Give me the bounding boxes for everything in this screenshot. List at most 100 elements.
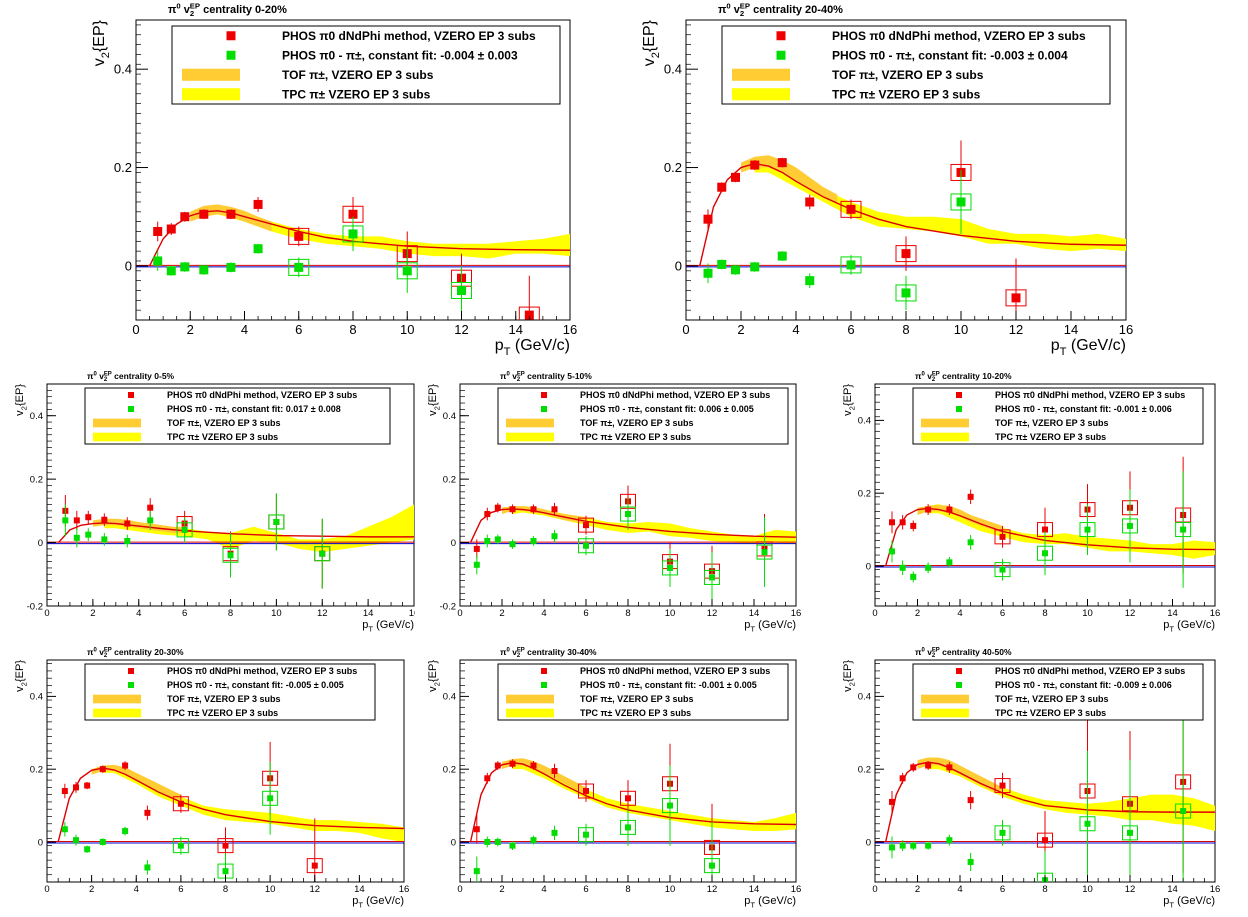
phos-point bbox=[147, 504, 154, 511]
legend-label: TOF π±, VZERO EP 3 subs bbox=[282, 68, 434, 82]
y-tick-label: 0.4 bbox=[30, 411, 43, 422]
legend-phos-marker bbox=[541, 392, 547, 398]
diff-point bbox=[750, 262, 760, 272]
phos-point bbox=[85, 514, 92, 521]
y-tick-label: 0.2 bbox=[443, 474, 456, 485]
phos-point bbox=[294, 231, 304, 241]
tpc-band bbox=[203, 205, 570, 259]
tpc-band bbox=[754, 160, 1126, 252]
legend-label: PHOS π0 dNdPhi method, VZERO EP 3 subs bbox=[995, 390, 1185, 400]
chart-title: π0 v2EP centrality 10-20% bbox=[915, 371, 1012, 383]
diff-point bbox=[199, 265, 209, 275]
phos-point bbox=[122, 762, 129, 769]
x-tick-label: 14 bbox=[509, 322, 523, 337]
diff-point bbox=[101, 536, 108, 543]
x-tick-label: 12 bbox=[707, 608, 718, 619]
y-tick-label: 0.4 bbox=[443, 692, 456, 703]
x-tick-label: 10 bbox=[665, 608, 676, 619]
phos-point bbox=[625, 795, 631, 802]
chart-panel: 0 2 4 6 8 10 12 14 16 0 0.2 0.4 pT (GeV/c) v2{EP} π0 v… bbox=[14, 647, 409, 909]
fit-curve bbox=[699, 162, 1126, 267]
diff-point bbox=[667, 564, 673, 571]
phos-point bbox=[583, 522, 589, 529]
legend-label: PHOS π0 dNdPhi method, VZERO EP 3 subs bbox=[167, 666, 357, 676]
phos-point bbox=[925, 762, 932, 769]
y-tick-label: 0.2 bbox=[114, 160, 132, 175]
phos-point bbox=[253, 199, 263, 209]
x-tick-label: 16 bbox=[791, 608, 802, 619]
diff-point bbox=[709, 862, 715, 869]
x-axis-label: pT (GeV/c) bbox=[744, 895, 796, 909]
phos-point bbox=[1011, 293, 1021, 303]
x-tick-label: 0 bbox=[457, 884, 462, 895]
phos-point bbox=[509, 760, 516, 767]
y-tick-label: 0.2 bbox=[664, 160, 682, 175]
diff-point bbox=[910, 842, 917, 849]
x-tick-label: 16 bbox=[1210, 608, 1221, 619]
legend-tof-swatch bbox=[732, 68, 790, 81]
x-tick-label: 8 bbox=[625, 608, 630, 619]
phos-point bbox=[551, 506, 558, 513]
phos-point bbox=[484, 775, 491, 782]
diff-point bbox=[473, 561, 480, 568]
diff-point bbox=[967, 539, 974, 546]
x-tick-label: 14 bbox=[749, 608, 760, 619]
fit-curve bbox=[884, 507, 1215, 567]
legend-diff-marker bbox=[541, 406, 547, 412]
x-tick-label: 0 bbox=[682, 322, 689, 337]
x-tick-label: 10 bbox=[665, 884, 676, 895]
diff-point bbox=[551, 829, 558, 836]
legend-label: PHOS π0 - π±, constant fit: -0.001 ± 0.0… bbox=[580, 680, 757, 690]
phos-point bbox=[473, 826, 480, 833]
x-tick-label: 16 bbox=[1210, 884, 1221, 895]
legend-label: PHOS π0 - π±, constant fit: -0.009 ± 0.0… bbox=[995, 680, 1172, 690]
y-tick-label: 0.4 bbox=[30, 692, 43, 703]
legend-label: PHOS π0 dNdPhi method, VZERO EP 3 subs bbox=[282, 29, 536, 43]
diff-point bbox=[222, 868, 229, 875]
x-tick-label: 16 bbox=[791, 884, 802, 895]
diff-point bbox=[181, 526, 188, 533]
y-tick-label: 0 bbox=[866, 561, 871, 572]
legend-diff-marker bbox=[128, 682, 134, 688]
y-axis-label: v2{EP} bbox=[641, 19, 662, 66]
legend-label: TPC π± VZERO EP 3 subs bbox=[580, 708, 691, 718]
x-tick-label: 6 bbox=[182, 608, 187, 619]
phos-point bbox=[889, 519, 895, 526]
phos-point bbox=[967, 493, 974, 500]
phos-point bbox=[999, 533, 1006, 540]
diff-point bbox=[1042, 550, 1048, 557]
diff-point bbox=[946, 837, 953, 844]
diff-point bbox=[667, 802, 673, 809]
legend-tpc-swatch bbox=[921, 432, 969, 442]
x-tick-label: 10 bbox=[1082, 608, 1093, 619]
diff-point bbox=[267, 795, 274, 802]
legend-label: TPC π± VZERO EP 3 subs bbox=[167, 432, 278, 442]
diff-point bbox=[901, 288, 911, 298]
legend-tpc-swatch bbox=[506, 432, 554, 442]
legend-phos-marker bbox=[541, 668, 547, 674]
chart-title: π0 v2EP centrality 20-30% bbox=[87, 647, 184, 659]
chart-panel: 0 2 4 6 8 10 12 14 16 0 0.2 0.4 pT (GeV/c) v2{EP} π0 v… bbox=[842, 371, 1221, 633]
diff-point bbox=[484, 838, 491, 845]
diff-point bbox=[583, 542, 589, 549]
diff-point bbox=[1084, 820, 1091, 827]
diff-point bbox=[153, 256, 163, 266]
chart-panel: 0 2 4 6 8 10 12 14 16 0 0.2 0.4 pT (GeV/c) v2{EP} π0 v… bbox=[427, 647, 802, 909]
phos-point bbox=[61, 788, 68, 795]
x-tick-label: 4 bbox=[957, 608, 962, 619]
legend-phos-marker bbox=[776, 31, 786, 41]
y-axis-label: v2{EP} bbox=[14, 660, 28, 692]
diff-point bbox=[1127, 829, 1133, 836]
diff-point bbox=[73, 837, 80, 844]
diff-point bbox=[273, 518, 280, 525]
x-axis-label: pT (GeV/c) bbox=[1051, 337, 1126, 358]
y-axis-label: v2{EP} bbox=[842, 660, 856, 692]
diff-point bbox=[889, 548, 895, 555]
legend-diff-marker bbox=[128, 406, 134, 412]
tpc-band bbox=[928, 504, 1215, 559]
phos-point bbox=[222, 842, 229, 849]
diff-point bbox=[144, 864, 151, 871]
legend-tpc-swatch bbox=[93, 432, 141, 442]
chart-title: π0 v2EP centrality 5-10% bbox=[500, 371, 592, 383]
x-tick-label: 14 bbox=[749, 884, 760, 895]
